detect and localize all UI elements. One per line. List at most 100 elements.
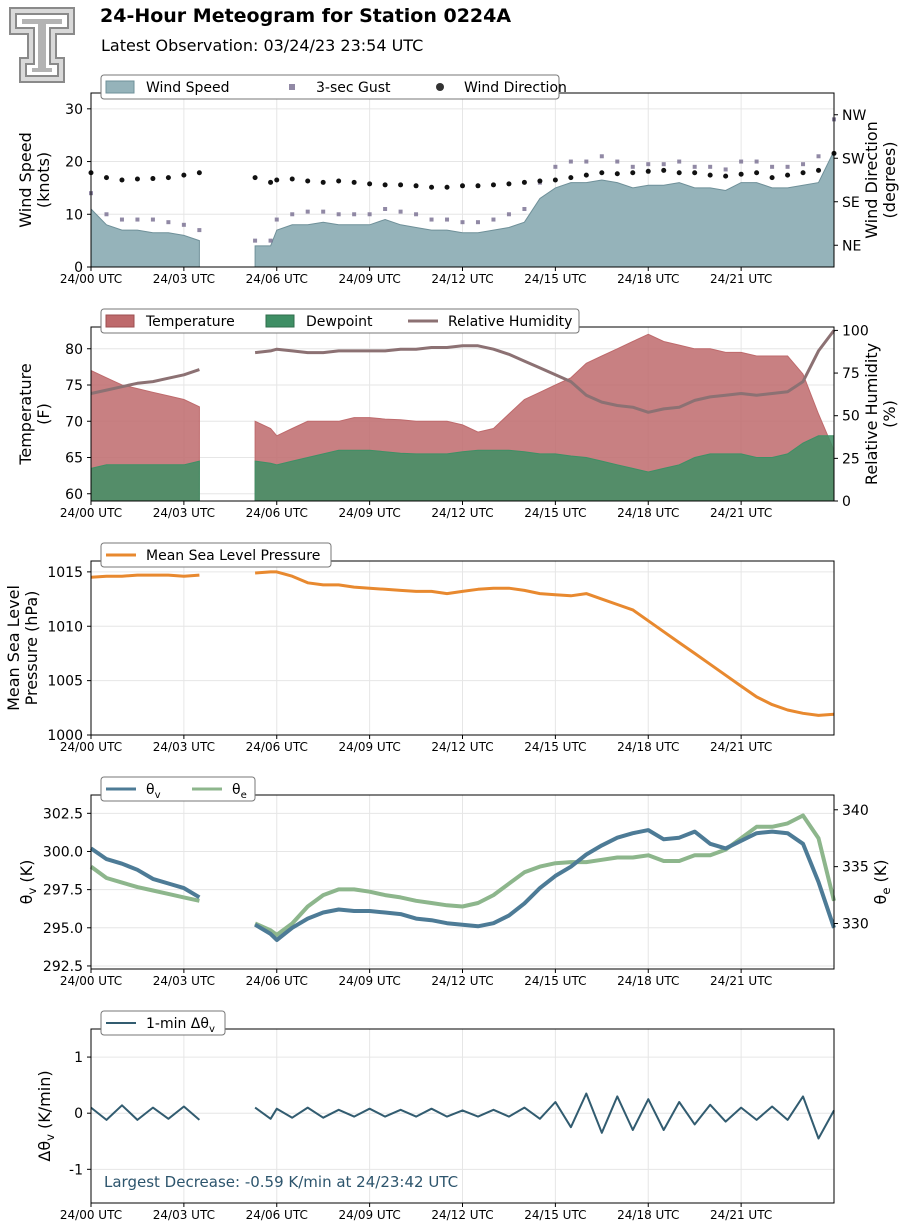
texas-tech-logo <box>6 4 78 92</box>
wind-speed-area <box>254 150 835 268</box>
gust-point <box>599 154 604 159</box>
relative-humidity-line <box>90 368 200 395</box>
wind-direction-point <box>583 172 589 178</box>
legend-box <box>100 1010 226 1036</box>
y-tick-label: 80 <box>65 342 83 358</box>
gust-point <box>506 212 511 217</box>
gust-point <box>584 159 589 164</box>
x-tick-label: 24/06 UTC <box>246 974 308 988</box>
legend-label: 3-sec Gust <box>316 80 391 96</box>
wind-direction-point <box>150 176 156 182</box>
gust-point <box>754 159 759 164</box>
wind-direction-point <box>351 179 357 185</box>
y-tick-label: 302.5 <box>43 806 83 822</box>
x-tick-label: 24/06 UTC <box>246 1208 308 1222</box>
gust-point <box>429 217 434 222</box>
x-tick-label: 24/09 UTC <box>339 506 401 520</box>
dewpoint-area <box>254 435 835 502</box>
wind-direction-point <box>382 182 388 188</box>
x-tick-label: 24/15 UTC <box>524 974 586 988</box>
theta-e-line <box>89 864 200 903</box>
wind-direction-point <box>196 170 202 176</box>
gust-point <box>166 220 171 225</box>
wind-direction-point <box>661 167 667 173</box>
wind-direction-point <box>119 177 125 183</box>
wind-direction-point <box>367 181 373 187</box>
legend-box <box>100 74 560 100</box>
gust-point <box>615 159 620 164</box>
x-tick-label: 24/03 UTC <box>153 1208 215 1222</box>
y2-tick-label: 335 <box>842 860 869 876</box>
x-tick-label: 24/15 UTC <box>524 1208 586 1222</box>
gust-point <box>460 220 465 225</box>
panel-temp: 24/00 UTC 24/03 UTC 24/06 UTC 24/09 UTC 24/1… <box>16 308 899 520</box>
legend-swatch <box>105 80 135 94</box>
gust-point <box>661 162 666 167</box>
y-axis-label: Temperature(F) <box>16 363 53 465</box>
wind-direction-point <box>738 171 744 177</box>
gust-point <box>816 154 821 159</box>
gust-point <box>135 217 140 222</box>
panel-wind: 24/00 UTC 24/03 UTC 24/06 UTC 24/09 UTC 24/1… <box>16 74 899 286</box>
gust-point <box>739 159 744 164</box>
gust-point <box>181 222 186 227</box>
wind-direction-point <box>336 178 342 184</box>
y-tick-label: 1000 <box>47 728 83 744</box>
gust-point <box>801 162 806 167</box>
wind-direction-point <box>630 170 636 176</box>
gust-point <box>336 212 341 217</box>
y-tick-label: 297.5 <box>43 883 83 899</box>
x-tick-label: 24/12 UTC <box>431 740 493 754</box>
gust-point <box>491 217 496 222</box>
x-tick-label: 24/21 UTC <box>710 740 772 754</box>
y-axis-label: Wind Speed(knots) <box>16 132 53 227</box>
wind-direction-point <box>645 168 651 174</box>
wind-direction-point <box>103 175 109 181</box>
gust-point <box>321 209 326 214</box>
wind-direction-point <box>134 176 140 182</box>
x-tick-label: 24/18 UTC <box>617 974 679 988</box>
wind-direction-point <box>252 175 258 181</box>
gust-point <box>522 207 527 211</box>
x-tick-label: 24/18 UTC <box>617 272 679 286</box>
legend-box <box>100 308 580 334</box>
gust-point <box>785 164 790 169</box>
wind-direction-point <box>552 177 558 183</box>
y-tick-label: 295.0 <box>43 921 83 937</box>
wind-direction-point <box>305 178 311 184</box>
y-tick-label: 1015 <box>47 565 83 581</box>
y-tick-label: 0 <box>74 260 83 276</box>
legend-label: 1-min Δθv <box>146 1016 215 1035</box>
wind-direction-point <box>460 183 465 189</box>
largest-decrease-annotation: Largest Decrease: -0.59 K/min at 24/23:4… <box>104 1173 458 1191</box>
gust-point <box>770 164 775 169</box>
y-tick-label: 65 <box>65 451 83 467</box>
x-tick-label: 24/21 UTC <box>710 272 772 286</box>
gust-point <box>305 209 310 214</box>
y-tick-label: 20 <box>65 155 83 171</box>
y-tick-label: 292.5 <box>43 959 83 975</box>
wind-direction-point <box>268 179 274 185</box>
y2-tick-label: 50 <box>842 409 860 425</box>
gust-point <box>274 217 279 222</box>
x-tick-label: 24/06 UTC <box>246 740 308 754</box>
gust-point <box>150 217 155 222</box>
x-tick-label: 24/03 UTC <box>153 974 215 988</box>
x-tick-label: 24/00 UTC <box>60 1208 122 1222</box>
gust-point <box>677 159 682 164</box>
gust-point <box>630 164 635 169</box>
x-tick-label: 24/12 UTC <box>431 974 493 988</box>
y2-tick-label: 75 <box>842 366 860 382</box>
y-tick-label: 1 <box>74 1050 83 1066</box>
wind-direction-point <box>320 179 326 185</box>
theta-e-line <box>254 813 836 937</box>
y-axis-label: θv (K) <box>17 860 39 905</box>
y2-axis-label: θe (K) <box>871 860 893 905</box>
wind-direction-point <box>413 183 419 189</box>
y2-tick-label: 100 <box>842 323 869 339</box>
x-tick-label: 24/12 UTC <box>431 272 493 286</box>
wind-direction-point <box>707 172 713 178</box>
wind-direction-point <box>769 175 775 181</box>
x-tick-label: 24/15 UTC <box>524 740 586 754</box>
